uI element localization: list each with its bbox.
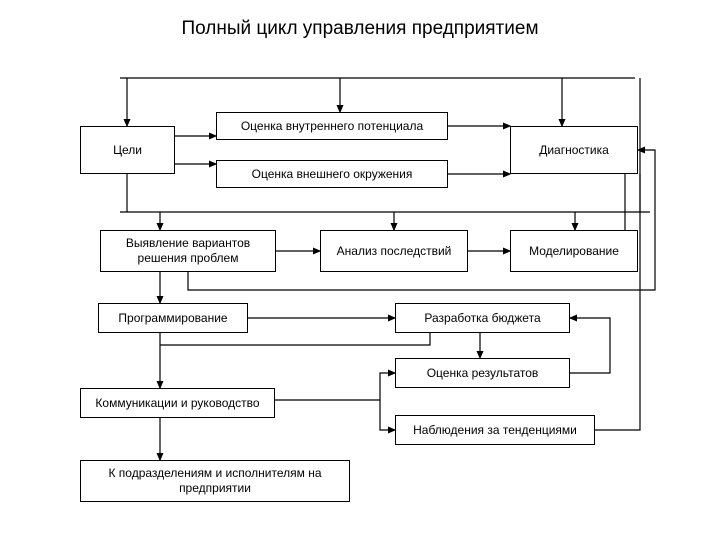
node-results: Оценка результатов bbox=[395, 358, 570, 388]
node-diagnostics: Диагностика bbox=[510, 126, 638, 174]
node-comm: Коммуникации и руководство bbox=[80, 388, 275, 418]
node-programming: Программирование bbox=[98, 303, 248, 333]
node-goals: Цели bbox=[80, 126, 175, 174]
node-assess_int: Оценка внутреннего потенциала bbox=[216, 112, 448, 140]
node-units: К подразделениям и исполнителям на предп… bbox=[80, 460, 350, 502]
edge-24 bbox=[275, 373, 395, 400]
node-modeling: Моделирование bbox=[510, 230, 638, 272]
node-assess_ext: Оценка внешнего окружения bbox=[216, 160, 448, 188]
node-variants: Выявление вариантов решения проблем bbox=[100, 230, 276, 272]
edge-21 bbox=[160, 333, 430, 345]
diagram-title: Полный цикл управления предприятием bbox=[0, 18, 720, 40]
node-analysis: Анализ последствий bbox=[320, 230, 468, 272]
diagram-canvas: Полный цикл управления предприятием Цели… bbox=[0, 0, 720, 540]
node-trends: Наблюдения за тенденциями bbox=[395, 415, 595, 445]
edge-23 bbox=[570, 318, 610, 373]
edge-25 bbox=[380, 400, 395, 430]
node-budget: Разработка бюджета bbox=[395, 303, 570, 333]
